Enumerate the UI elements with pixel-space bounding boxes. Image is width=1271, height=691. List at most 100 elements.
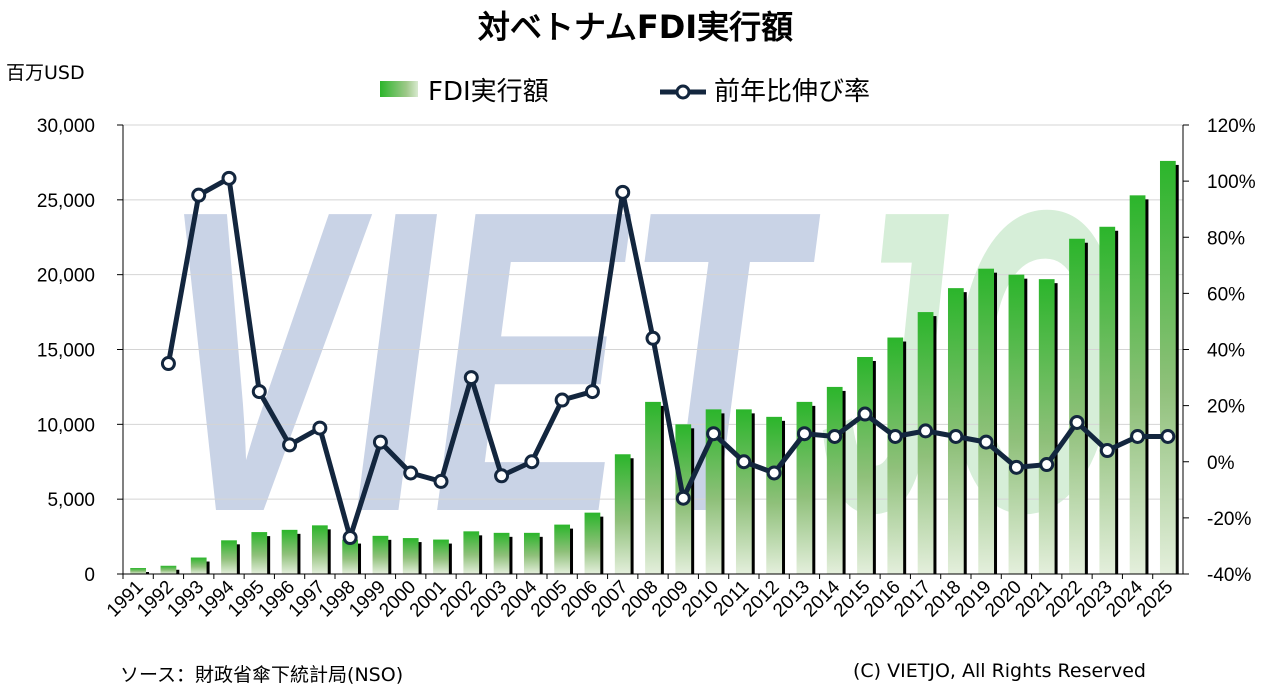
legend-line-swatch-svg [660,84,706,100]
right-axis-tick-label: -20% [1207,509,1251,530]
bar [887,337,904,574]
growth-rate-point [918,423,934,439]
bar [433,539,449,574]
growth-rate-line [160,170,1176,546]
x-axis-tick-label: 2025 [1133,577,1178,622]
fdi-bars [130,160,1179,575]
right-axis-tick-label: 120% [1207,116,1256,137]
growth-rate-point [736,454,752,470]
right-axis-tick-label: 40% [1207,341,1245,362]
left-axis-tick-label: 20,000 [37,266,95,287]
right-axis-tick-label: 100% [1207,172,1256,193]
bar [796,401,813,574]
growth-rate-point [948,428,964,444]
bar [978,268,995,574]
growth-rate-polyline [165,175,1168,541]
bar [614,454,631,574]
left-axis-tick-label: 25,000 [37,191,95,212]
legend-bar-label: FDI実行額 [428,76,549,107]
bar [372,535,389,574]
bar [1008,274,1025,574]
left-axis-tick-label: 0 [84,565,95,586]
chart-title: 対ベトナムFDI実行額 [477,8,794,46]
growth-rate-point [796,426,812,442]
growth-rate-point [312,420,328,436]
bar [735,409,752,574]
bar [857,356,873,574]
legend-bar-swatch [380,81,418,97]
growth-rate-point [282,437,298,453]
growth-rate-point [887,428,903,444]
bar [1069,238,1085,574]
growth-rate-point [857,406,873,422]
growth-rate-point [433,473,449,489]
bar [584,512,601,574]
bar [342,539,359,574]
growth-rate-point [766,465,782,481]
growth-rate-point [1099,443,1115,459]
growth-rate-point [706,426,722,442]
bar [1159,160,1176,575]
growth-rate-point [494,468,510,484]
right-axis-tick-label: -40% [1207,565,1251,586]
growth-rate-point [463,370,479,386]
bar [281,529,298,574]
growth-rate-point [191,187,207,203]
bar [311,525,328,574]
legend-item-bar: FDI実行額 [380,72,549,107]
copyright-note: (C) VIETJO, All Rights Reserved [853,660,1146,682]
growth-rate-point [615,184,631,200]
bar [251,532,268,574]
bar [130,568,147,574]
left-axis-tick-label: 10,000 [37,415,95,436]
growth-rate-point [827,428,843,444]
left-axis-unit-label: 百万USD [6,62,85,84]
growth-rate-point [645,330,661,346]
growth-rate-point [342,530,358,546]
right-axis-tick-label: 60% [1207,284,1245,305]
bar [554,524,571,574]
growth-rate-point [1069,414,1085,430]
bar [766,416,783,574]
growth-rate-point [1008,459,1024,475]
growth-rate-point [251,384,267,400]
legend-line-label: 前年比伸び率 [714,76,871,107]
bar [523,532,540,574]
right-axis-tick-label: 80% [1207,228,1245,249]
growth-rate-point [160,356,176,372]
bar [402,538,419,574]
growth-rate-point [675,490,691,506]
left-axis-tick-label: 30,000 [37,116,95,137]
bar [917,312,934,574]
bar [645,401,661,574]
left-axis-tick-label: 15,000 [37,341,95,362]
bar [1129,195,1146,575]
left-axis-tick-label: 5,000 [47,490,95,511]
bar [160,565,177,574]
growth-rate-point [1160,428,1176,444]
bar [463,531,480,574]
growth-rate-point [1039,457,1055,473]
bar [826,386,843,574]
legend-item-line: 前年比伸び率 [658,72,871,107]
growth-rate-point [1130,428,1146,444]
right-axis-tick-label: 0% [1207,453,1235,474]
growth-rate-point [584,384,600,400]
growth-rate-point [221,170,237,186]
right-axis-tick-label: 20% [1207,397,1245,418]
growth-rate-point [372,434,388,450]
source-note: ソース：財政省傘下統計局(NSO) [120,664,404,686]
growth-rate-point [524,454,540,470]
bar [190,557,207,574]
bar [705,409,722,574]
bar [1038,279,1055,574]
growth-rate-point [978,434,994,450]
legend-line-swatch [658,79,708,100]
vietjo-watermark: VIETJO [160,122,1120,602]
growth-rate-point [554,392,570,408]
bar [493,532,510,574]
bar [1099,226,1116,575]
bar [221,540,237,574]
